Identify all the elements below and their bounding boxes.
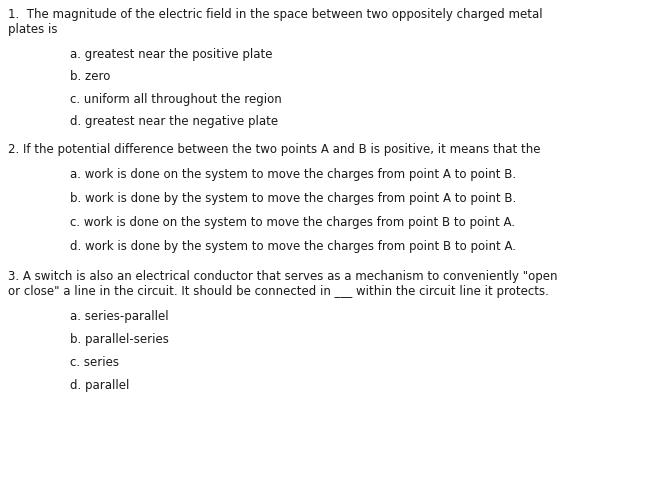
Text: b. parallel-series: b. parallel-series: [70, 333, 169, 346]
Text: 2. If the potential difference between the two points A and B is positive, it me: 2. If the potential difference between t…: [8, 143, 541, 156]
Text: d. parallel: d. parallel: [70, 379, 129, 392]
Text: 1.  The magnitude of the electric field in the space between two oppositely char: 1. The magnitude of the electric field i…: [8, 8, 543, 21]
Text: b. zero: b. zero: [70, 70, 110, 83]
Text: d. greatest near the negative plate: d. greatest near the negative plate: [70, 115, 278, 128]
Text: plates is: plates is: [8, 23, 58, 36]
Text: or close" a line in the circuit. It should be connected in ___ within the circui: or close" a line in the circuit. It shou…: [8, 285, 549, 298]
Text: a. work is done on the system to move the charges from point A to point B.: a. work is done on the system to move th…: [70, 168, 516, 181]
Text: c. work is done on the system to move the charges from point B to point A.: c. work is done on the system to move th…: [70, 216, 515, 229]
Text: c. uniform all throughout the region: c. uniform all throughout the region: [70, 93, 282, 106]
Text: a. greatest near the positive plate: a. greatest near the positive plate: [70, 48, 273, 61]
Text: d. work is done by the system to move the charges from point B to point A.: d. work is done by the system to move th…: [70, 240, 516, 253]
Text: 3. A switch is also an electrical conductor that serves as a mechanism to conven: 3. A switch is also an electrical conduc…: [8, 270, 557, 283]
Text: a. series-parallel: a. series-parallel: [70, 310, 169, 323]
Text: c. series: c. series: [70, 356, 119, 369]
Text: b. work is done by the system to move the charges from point A to point B.: b. work is done by the system to move th…: [70, 192, 516, 205]
